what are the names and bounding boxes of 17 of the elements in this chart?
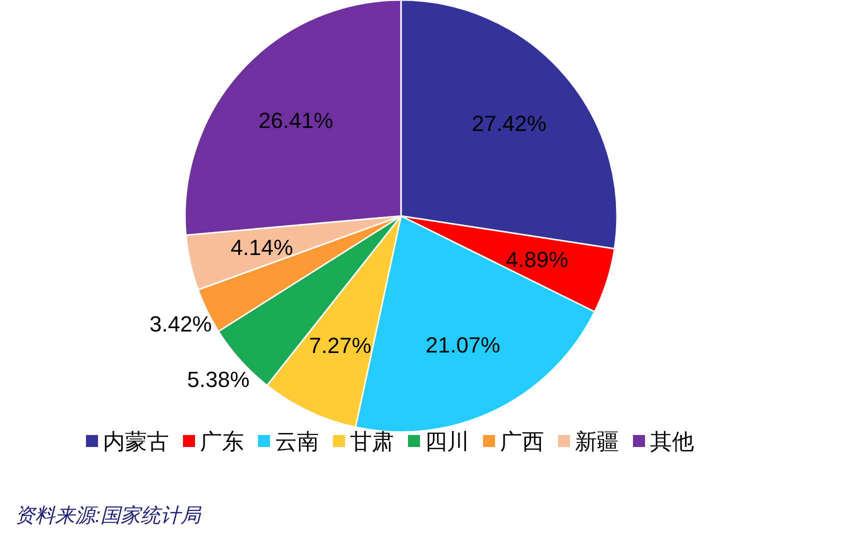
legend-label: 广西 bbox=[500, 429, 544, 454]
legend-label: 其他 bbox=[650, 429, 694, 454]
data-label: 5.38% bbox=[187, 367, 250, 392]
data-label: 4.89% bbox=[506, 246, 568, 272]
data-label: 21.07% bbox=[426, 332, 500, 358]
data-label: 4.14% bbox=[230, 234, 294, 260]
legend-label: 甘肃 bbox=[350, 429, 394, 454]
data-label: 26.41% bbox=[258, 108, 334, 133]
legend-label: 新疆 bbox=[575, 429, 619, 454]
legend-label: 广东 bbox=[200, 429, 244, 454]
data-label: 7.27% bbox=[308, 332, 372, 358]
legend-label: 四川 bbox=[425, 429, 469, 454]
data-label: 3.42% bbox=[149, 312, 212, 337]
legend-label: 云南 bbox=[275, 429, 319, 454]
text: 资料来源:国家统计局 bbox=[15, 505, 203, 527]
legend-label: 内蒙古 bbox=[103, 429, 169, 454]
data-label: 27.42% bbox=[472, 111, 546, 136]
